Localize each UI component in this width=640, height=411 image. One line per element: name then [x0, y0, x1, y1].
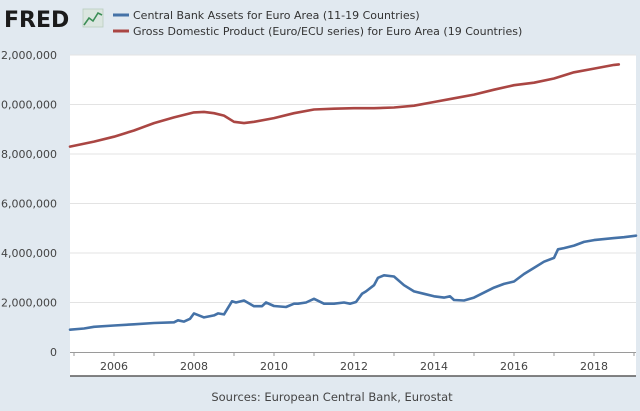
x-tick-label: 2016: [500, 360, 528, 373]
legend-label-gdp: Gross Domestic Product (Euro/ECU series)…: [133, 25, 522, 38]
y-tick-label: 10,000,000: [0, 99, 57, 112]
legend-item-central-bank[interactable]: Central Bank Assets for Euro Area (11-19…: [113, 9, 420, 22]
legend-item-gdp[interactable]: Gross Domestic Product (Euro/ECU series)…: [113, 25, 522, 38]
series-line-gdp[interactable]: [68, 63, 621, 148]
fred-logo-text: FRED: [4, 8, 69, 33]
y-tick-label: 2,000,000: [1, 297, 57, 310]
x-tick-label: 2014: [420, 360, 448, 373]
y-tick-label: 6,000,000: [1, 198, 57, 211]
x-axis-band: [70, 352, 636, 376]
y-tick-label: 8,000,000: [1, 148, 57, 161]
x-tick-label: 2008: [180, 360, 208, 373]
y-tick-label: 0: [50, 346, 57, 359]
y-axis-tick-labels: 0 2,000,000 4,000,000 6,000,000 8,000,000 10,…: [0, 49, 57, 359]
x-tick-label: 2006: [100, 360, 128, 373]
legend: Central Bank Assets for Euro Area (11-19…: [113, 9, 522, 38]
line-chart-icon: [82, 8, 104, 28]
x-tick-label: 2010: [260, 360, 288, 373]
x-tick-label: 2012: [340, 360, 368, 373]
x-axis: 2006 2008 2010 2012 2014 2016 2018: [70, 352, 636, 377]
source-note: Sources: European Central Bank, Eurostat: [211, 390, 453, 404]
legend-label-central-bank: Central Bank Assets for Euro Area (11-19…: [133, 9, 420, 22]
series-layer: [68, 63, 638, 332]
y-tick-label: 4,000,000: [1, 247, 57, 260]
series-line-central-bank-assets[interactable]: [68, 234, 638, 332]
x-tick-label: 2018: [580, 360, 608, 373]
y-tick-label: 12,000,000: [0, 49, 57, 62]
